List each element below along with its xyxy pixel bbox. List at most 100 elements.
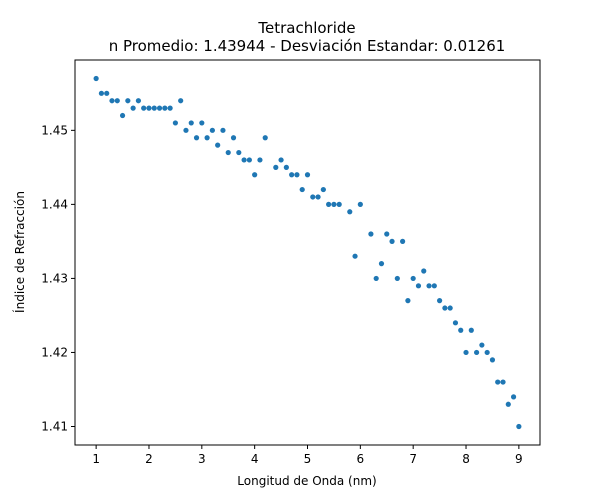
data-point bbox=[479, 342, 485, 348]
data-point bbox=[463, 349, 469, 356]
data-point bbox=[310, 194, 316, 200]
y-tick-label: 1.41 bbox=[41, 419, 68, 433]
data-points bbox=[93, 75, 522, 430]
data-point bbox=[119, 112, 126, 119]
y-tick-label: 1.45 bbox=[41, 123, 68, 137]
data-point bbox=[378, 261, 385, 267]
chart-subtitle: n Promedio: 1.43944 - Desviación Estanda… bbox=[109, 37, 506, 55]
data-point bbox=[135, 98, 142, 104]
data-point bbox=[516, 423, 522, 430]
data-point bbox=[336, 201, 342, 207]
data-point bbox=[447, 305, 453, 311]
data-point bbox=[146, 105, 152, 111]
x-tick-label: 1 bbox=[92, 452, 100, 466]
data-point bbox=[98, 90, 105, 96]
data-point bbox=[204, 135, 210, 141]
data-point bbox=[304, 172, 311, 178]
data-point bbox=[178, 98, 184, 104]
data-point bbox=[331, 201, 337, 207]
data-point bbox=[236, 149, 242, 156]
data-point bbox=[347, 209, 353, 215]
plot-area bbox=[74, 59, 541, 446]
data-point bbox=[151, 105, 157, 111]
data-point bbox=[209, 127, 215, 133]
data-point bbox=[104, 90, 110, 96]
data-point bbox=[437, 298, 443, 304]
data-point bbox=[431, 283, 437, 289]
data-point bbox=[199, 120, 205, 126]
data-point bbox=[215, 142, 221, 148]
data-point bbox=[421, 268, 427, 274]
data-point bbox=[320, 186, 326, 193]
data-point bbox=[188, 120, 194, 126]
x-tick-label: 6 bbox=[357, 452, 365, 466]
x-axis-label: Longitud de Onda (nm) bbox=[237, 474, 376, 488]
data-point bbox=[172, 120, 178, 126]
data-point bbox=[500, 379, 506, 385]
y-tick-label: 1.44 bbox=[41, 197, 68, 211]
data-point bbox=[93, 75, 99, 82]
data-point bbox=[225, 149, 231, 156]
data-point bbox=[241, 157, 247, 163]
data-point bbox=[294, 172, 300, 178]
data-point bbox=[489, 357, 496, 363]
data-point bbox=[252, 172, 258, 178]
data-point bbox=[468, 327, 474, 333]
data-point bbox=[141, 105, 147, 111]
x-tick-label: 9 bbox=[515, 452, 523, 466]
y-axis-label: Índice de Refracción bbox=[12, 191, 27, 313]
data-point bbox=[125, 98, 131, 104]
data-point bbox=[220, 127, 226, 133]
data-point bbox=[510, 394, 517, 400]
data-point bbox=[384, 231, 390, 237]
data-point bbox=[458, 327, 464, 333]
data-point bbox=[352, 253, 358, 259]
data-point bbox=[373, 275, 379, 282]
data-point bbox=[283, 164, 289, 170]
y-tick-label: 1.43 bbox=[41, 271, 68, 285]
data-point bbox=[114, 98, 120, 104]
data-point bbox=[484, 349, 490, 356]
data-point bbox=[400, 238, 406, 244]
x-tick-label: 3 bbox=[198, 452, 206, 466]
data-point bbox=[257, 157, 263, 163]
x-tick-label: 7 bbox=[409, 452, 417, 466]
data-point bbox=[326, 201, 332, 207]
data-point bbox=[262, 135, 268, 141]
data-point bbox=[109, 98, 115, 104]
data-point bbox=[442, 305, 448, 311]
data-point bbox=[315, 194, 321, 200]
data-point bbox=[278, 157, 284, 163]
data-point bbox=[183, 127, 189, 133]
data-point bbox=[167, 105, 173, 111]
x-tick-label: 4 bbox=[251, 452, 259, 466]
data-point bbox=[505, 401, 511, 407]
data-point bbox=[495, 379, 501, 385]
data-point bbox=[389, 238, 395, 244]
y-tick-label: 1.42 bbox=[41, 345, 68, 359]
data-point bbox=[246, 157, 252, 163]
data-point bbox=[452, 320, 459, 326]
data-point bbox=[410, 275, 416, 282]
data-point bbox=[415, 283, 422, 289]
data-point bbox=[299, 186, 305, 193]
chart-title: Tetrachloride bbox=[257, 19, 355, 37]
data-point bbox=[289, 172, 295, 178]
data-point bbox=[426, 283, 432, 289]
y-axis: 1.41 1.42 1.43 1.44 1.45 bbox=[41, 123, 75, 433]
data-point bbox=[357, 201, 363, 207]
x-tick-label: 5 bbox=[304, 452, 312, 466]
data-point bbox=[368, 231, 374, 237]
data-point bbox=[193, 135, 200, 141]
data-point bbox=[273, 164, 279, 170]
x-axis: 1 2 3 4 5 6 7 8 9 bbox=[92, 445, 523, 466]
x-tick-label: 2 bbox=[145, 452, 153, 466]
data-point bbox=[394, 275, 400, 282]
data-point bbox=[130, 105, 136, 111]
data-point bbox=[230, 135, 237, 141]
x-tick-label: 8 bbox=[462, 452, 470, 466]
data-point bbox=[162, 105, 168, 111]
data-point bbox=[473, 349, 480, 356]
